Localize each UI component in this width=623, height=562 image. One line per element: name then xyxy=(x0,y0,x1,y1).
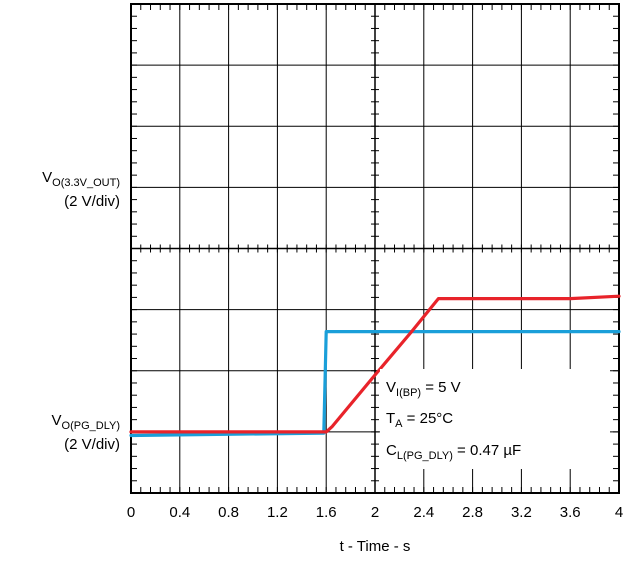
conditions-box xyxy=(380,369,610,469)
annotation-ta: TA = 25°C xyxy=(386,410,453,430)
x-tick-label: 4 xyxy=(615,504,623,521)
annotation-cl: CL(PG_DLY) = 0.47 µF xyxy=(386,442,521,462)
series-0-line xyxy=(129,330,621,438)
x-tick-label: 3.2 xyxy=(511,504,532,521)
annotation-vbp: VI(BP) = 5 V xyxy=(386,379,461,399)
x-tick-labels: 0 0.4 0.8 1.2 1.6 2 2.4 2.8 3.2 3.6 4 xyxy=(127,504,623,521)
series-1-label: VO(PG_DLY) xyxy=(52,412,121,432)
traces xyxy=(129,294,621,438)
series-1-line xyxy=(129,294,621,434)
x-tick-label: 2 xyxy=(371,504,379,521)
x-tick-label: 2.4 xyxy=(413,504,434,521)
series-1-scale: (2 V/div) xyxy=(64,436,120,453)
x-tick-label: 0.4 xyxy=(169,504,190,521)
series-0-scale: (2 V/div) xyxy=(64,193,120,210)
series-0-label-sub: O(3.3V_OUT) xyxy=(52,177,120,189)
x-axis-title: t - Time - s xyxy=(340,538,411,555)
series-0-label-main: V xyxy=(42,169,52,186)
x-tick-label: 0 xyxy=(127,504,135,521)
x-tick-label: 1.2 xyxy=(267,504,288,521)
x-tick-label: 1.6 xyxy=(316,504,337,521)
series-0-label: VO(3.3V_OUT) xyxy=(42,169,120,189)
plot-frame xyxy=(130,3,620,494)
series-1-label-sub: O(PG_DLY) xyxy=(62,420,120,432)
grid xyxy=(130,3,620,494)
x-tick-label: 2.8 xyxy=(462,504,483,521)
x-tick-label: 0.8 xyxy=(218,504,239,521)
series-1-label-main: V xyxy=(52,412,62,429)
x-tick-label: 3.6 xyxy=(560,504,581,521)
